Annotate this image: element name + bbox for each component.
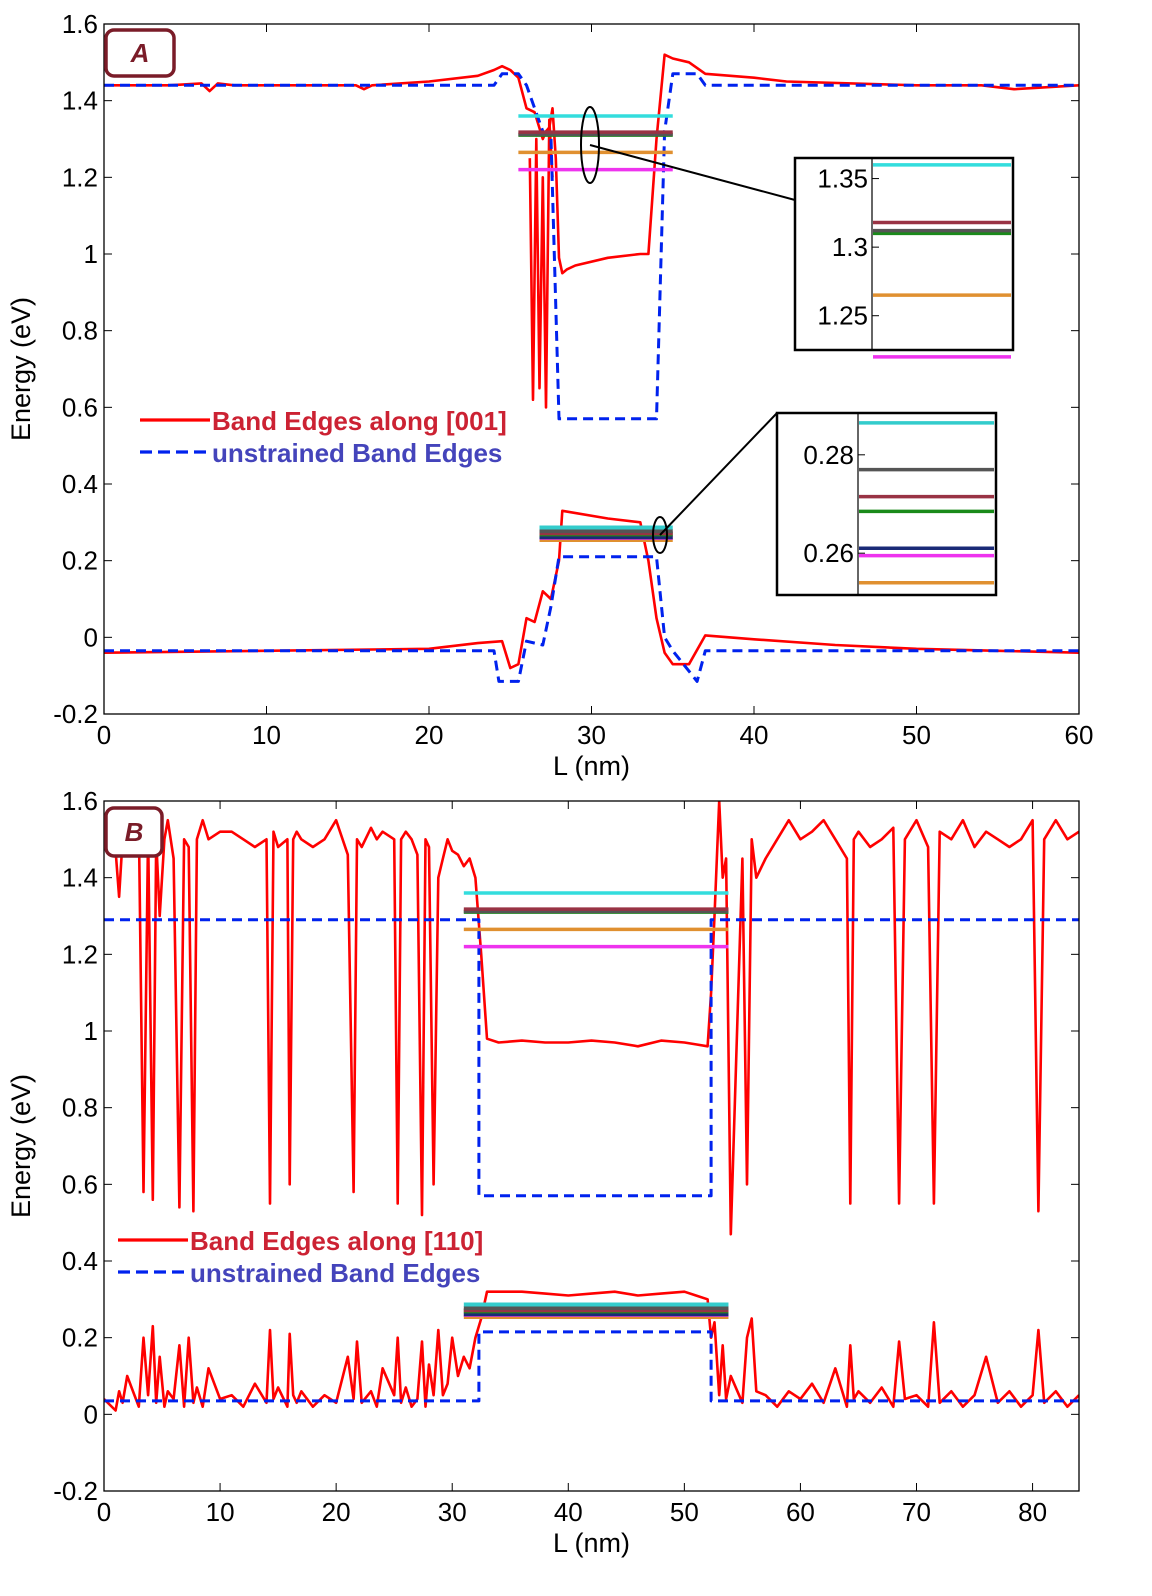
panel-a: 0 10 20 30 40 50 60-0.200.20.40.60.811.21.41.6… — [6, 9, 1093, 781]
lower-inset-callout-line — [659, 412, 778, 536]
y-tick-label: 0.2 — [62, 546, 98, 576]
series-band-edges-line-0 — [104, 801, 1079, 1236]
panel-badge — [104, 806, 164, 858]
lower-inset-callout-ellipse — [652, 516, 668, 554]
x-tick-label: 20 — [322, 1497, 351, 1527]
upper-inset-tick-label: 1.3 — [832, 232, 868, 262]
y-tick-label: 1.6 — [62, 786, 98, 816]
y-tick-label: 0.8 — [62, 1093, 98, 1123]
y-tick-label: -0.2 — [53, 699, 98, 729]
x-tick-label: 40 — [740, 720, 769, 750]
panel-b: 0 10 20 30 40 50 60 70 80-0.200.20.40.60.811.21.… — [6, 786, 1080, 1558]
legend-entry-0: Band Edges along [110] — [190, 1226, 483, 1256]
y-tick-label: 0.6 — [62, 1169, 98, 1199]
x-tick-label: 10 — [206, 1497, 235, 1527]
legend-entry-0: Band Edges along [001] — [212, 406, 507, 436]
y-tick-label: 1.4 — [62, 86, 98, 116]
series-unstrained-line-0 — [104, 918, 1079, 1198]
legend-entry-1: unstrained Band Edges — [212, 438, 502, 468]
lower-inset-tick-label: 0.26 — [803, 538, 854, 568]
series-band-edges-line-2 — [104, 509, 1079, 670]
y-tick-label: 1 — [84, 1016, 98, 1046]
upper-inset-tick-label: 1.35 — [817, 164, 868, 194]
y-axis-title: Energy (eV) — [6, 1074, 36, 1218]
y-tick-label: -0.2 — [53, 1476, 98, 1506]
panel-label: A — [130, 38, 150, 68]
x-tick-label: 50 — [902, 720, 931, 750]
y-tick-label: 1.6 — [62, 9, 98, 39]
x-tick-label: 30 — [438, 1497, 467, 1527]
x-tick-label: 20 — [415, 720, 444, 750]
y-tick-label: 0.4 — [62, 1246, 98, 1276]
series-band-edges-line-1 — [104, 1290, 1079, 1412]
x-tick-label: 0 — [97, 720, 111, 750]
upper-inset-callout-ellipse — [580, 106, 600, 184]
upper-inset-frame — [793, 156, 1015, 352]
plot-frame — [103, 800, 1080, 1492]
upper-inset-callout-line — [589, 144, 796, 201]
y-tick-label: 1.2 — [62, 162, 98, 192]
plot-series — [104, 801, 1079, 1412]
series-band-edges-line-1 — [528, 118, 554, 409]
y-tick-label: 0.8 — [62, 316, 98, 346]
plot-series — [104, 53, 1079, 683]
y-tick-label: 0 — [84, 1399, 98, 1429]
plot-area — [104, 24, 1079, 714]
y-tick-label: 1.2 — [62, 939, 98, 969]
y-tick-label: 0.6 — [62, 392, 98, 422]
upper-inset: 1.25 1.3 1.35 — [580, 106, 1015, 359]
x-tick-label: 0 — [97, 1497, 111, 1527]
x-tick-label: 10 — [252, 720, 281, 750]
y-tick-label: 0.4 — [62, 469, 98, 499]
upper-inset-tick-label: 1.25 — [817, 301, 868, 331]
series-unstrained-line-0 — [104, 72, 1079, 421]
x-tick-label: 70 — [902, 1497, 931, 1527]
x-tick-label: 80 — [1018, 1497, 1047, 1527]
y-tick-label: 0 — [84, 622, 98, 652]
x-axis-title: L (nm) — [553, 1528, 630, 1558]
y-tick-label: 1.4 — [62, 863, 98, 893]
panel-label: B — [125, 817, 144, 847]
series-unstrained-line-1 — [104, 555, 1079, 683]
legend-entry-1: unstrained Band Edges — [190, 1258, 480, 1288]
x-tick-label: 60 — [786, 1497, 815, 1527]
y-tick-label: 1 — [84, 239, 98, 269]
panel-badge — [104, 28, 176, 78]
series-unstrained-line-1 — [104, 1330, 1079, 1403]
lower-inset-tick-label: 0.28 — [803, 440, 854, 470]
x-tick-label: 40 — [554, 1497, 583, 1527]
y-axis-title: Energy (eV) — [6, 297, 36, 441]
x-axis-title: L (nm) — [553, 751, 630, 781]
lower-inset-frame — [775, 411, 998, 597]
x-tick-label: 50 — [670, 1497, 699, 1527]
lower-inset: 0.26 0.28 — [652, 411, 998, 597]
x-tick-label: 30 — [577, 720, 606, 750]
y-tick-label: 0.2 — [62, 1323, 98, 1353]
x-tick-label: 60 — [1065, 720, 1094, 750]
